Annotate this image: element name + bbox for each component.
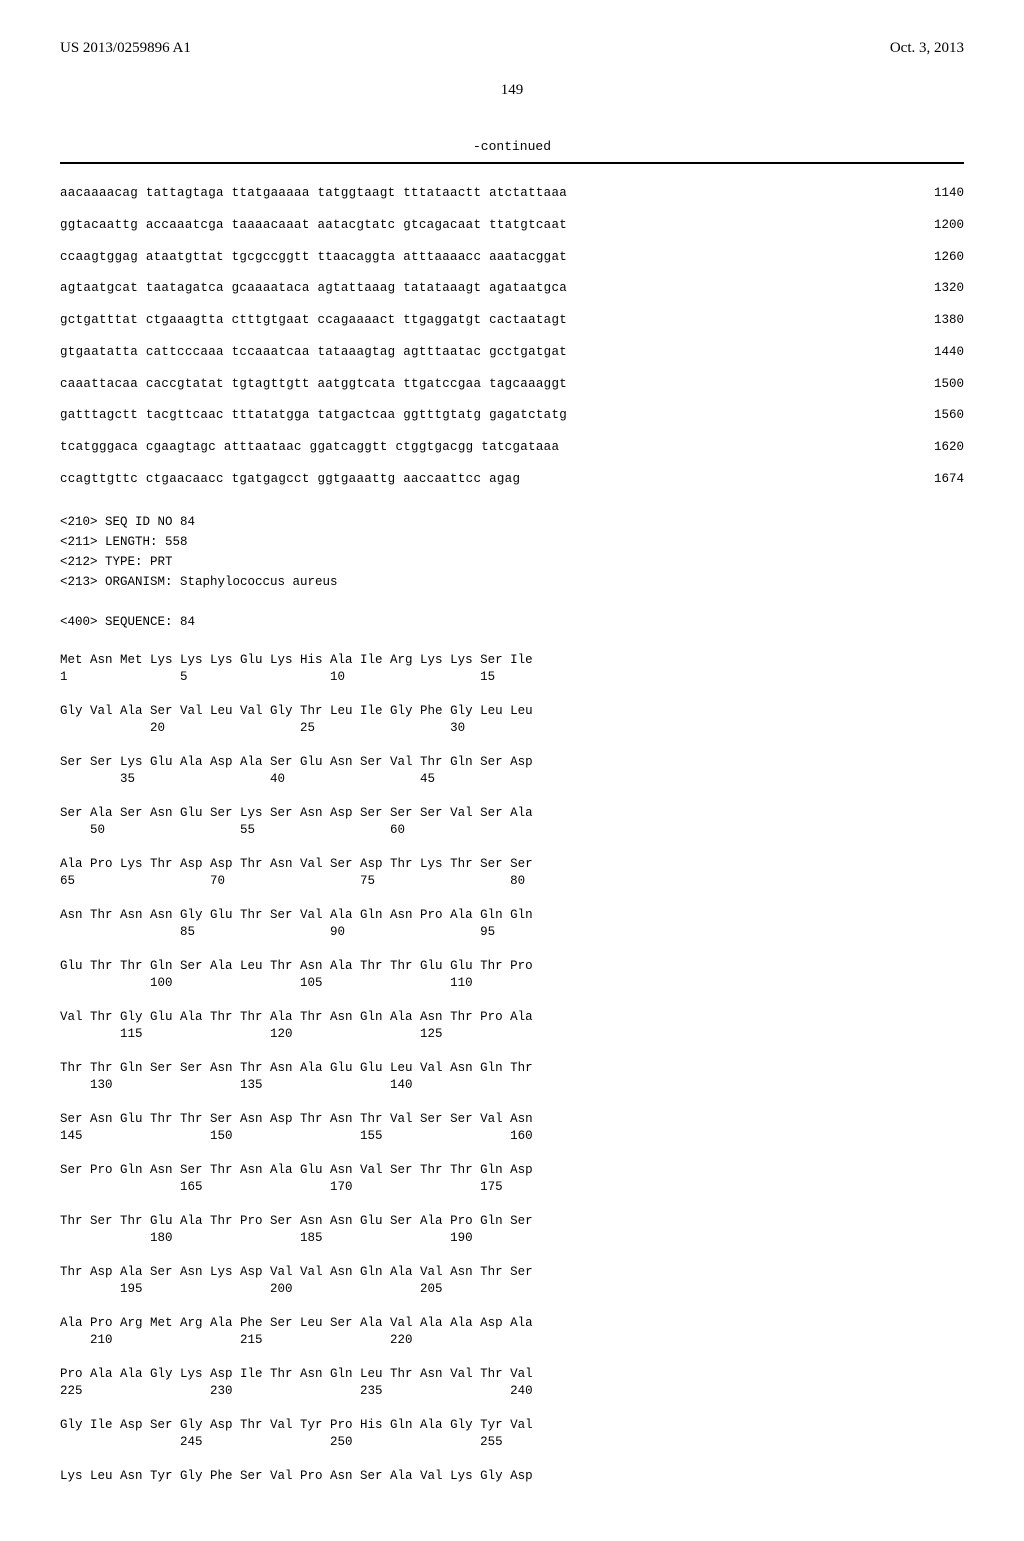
nucleotide-position: 1200	[914, 214, 964, 238]
nucleotide-row: aacaaaacag tattagtaga ttatgaaaaa tatggta…	[60, 182, 964, 206]
amino-acid-line: Pro Ala Ala Gly Lys Asp Ile Thr Asn Gln …	[60, 1366, 964, 1384]
position-number-line: 165 170 175	[60, 1179, 964, 1197]
nucleotide-sequence-text: gatttagctt tacgttcaac tttatatgga tatgact…	[60, 404, 567, 428]
nucleotide-position: 1260	[914, 246, 964, 270]
nucleotide-position: 1620	[914, 436, 964, 460]
position-number-line: 1 5 10 15	[60, 669, 964, 687]
amino-acid-line: Lys Leu Asn Tyr Gly Phe Ser Val Pro Asn …	[60, 1468, 964, 1486]
position-number-line: 20 25 30	[60, 720, 964, 738]
amino-acid-line: Glu Thr Thr Gln Ser Ala Leu Thr Asn Ala …	[60, 958, 964, 976]
page-number: 149	[60, 82, 964, 99]
nucleotide-position: 1320	[914, 277, 964, 301]
protein-row: Thr Thr Gln Ser Ser Asn Thr Asn Ala Glu …	[60, 1060, 964, 1095]
nucleotide-row: ccaagtggag ataatgttat tgcgccggtt ttaacag…	[60, 246, 964, 270]
protein-row: Asn Thr Asn Asn Gly Glu Thr Ser Val Ala …	[60, 907, 964, 942]
nucleotide-sequence-text: gtgaatatta cattcccaaa tccaaatcaa tataaag…	[60, 341, 567, 365]
amino-acid-line: Met Asn Met Lys Lys Lys Glu Lys His Ala …	[60, 652, 964, 670]
amino-acid-line: Gly Val Ala Ser Val Leu Val Gly Thr Leu …	[60, 703, 964, 721]
protein-row: Ser Pro Gln Asn Ser Thr Asn Ala Glu Asn …	[60, 1162, 964, 1197]
protein-row: Pro Ala Ala Gly Lys Asp Ile Thr Asn Gln …	[60, 1366, 964, 1401]
protein-row: Ala Pro Lys Thr Asp Asp Thr Asn Val Ser …	[60, 856, 964, 891]
amino-acid-line: Ser Ala Ser Asn Glu Ser Lys Ser Asn Asp …	[60, 805, 964, 823]
position-number-line: 100 105 110	[60, 975, 964, 993]
amino-acid-line: Gly Ile Asp Ser Gly Asp Thr Val Tyr Pro …	[60, 1417, 964, 1435]
nucleotide-position: 1674	[914, 468, 964, 492]
nucleotide-sequence-text: ggtacaattg accaaatcga taaaacaaat aatacgt…	[60, 214, 567, 238]
position-number-line: 195 200 205	[60, 1281, 964, 1299]
protein-row: Gly Val Ala Ser Val Leu Val Gly Thr Leu …	[60, 703, 964, 738]
type-line: <212> TYPE: PRT	[60, 552, 964, 572]
protein-row: Ser Asn Glu Thr Thr Ser Asn Asp Thr Asn …	[60, 1111, 964, 1146]
sequence-label-line: <400> SEQUENCE: 84	[60, 612, 964, 632]
nucleotide-position: 1140	[914, 182, 964, 206]
nucleotide-position: 1560	[914, 404, 964, 428]
amino-acid-line: Thr Asp Ala Ser Asn Lys Asp Val Val Asn …	[60, 1264, 964, 1282]
horizontal-rule	[60, 162, 964, 164]
position-number-line: 145 150 155 160	[60, 1128, 964, 1146]
protein-row: Ser Ala Ser Asn Glu Ser Lys Ser Asn Asp …	[60, 805, 964, 840]
seq-id-line: <210> SEQ ID NO 84	[60, 512, 964, 532]
amino-acid-line: Ala Pro Arg Met Arg Ala Phe Ser Leu Ser …	[60, 1315, 964, 1333]
nucleotide-sequence-text: aacaaaacag tattagtaga ttatgaaaaa tatggta…	[60, 182, 567, 206]
nucleotide-sequence-text: caaattacaa caccgtatat tgtagttgtt aatggtc…	[60, 373, 567, 397]
protein-row: Thr Ser Thr Glu Ala Thr Pro Ser Asn Asn …	[60, 1213, 964, 1248]
protein-row: Lys Leu Asn Tyr Gly Phe Ser Val Pro Asn …	[60, 1468, 964, 1486]
nucleotide-row: gctgatttat ctgaaagtta ctttgtgaat ccagaaa…	[60, 309, 964, 333]
protein-row: Thr Asp Ala Ser Asn Lys Asp Val Val Asn …	[60, 1264, 964, 1299]
position-number-line: 225 230 235 240	[60, 1383, 964, 1401]
position-number-line: 35 40 45	[60, 771, 964, 789]
amino-acid-line: Asn Thr Asn Asn Gly Glu Thr Ser Val Ala …	[60, 907, 964, 925]
publication-number: US 2013/0259896 A1	[60, 40, 191, 57]
nucleotide-row: ccagttgttc ctgaacaacc tgatgagcct ggtgaaa…	[60, 468, 964, 492]
amino-acid-line: Ser Ser Lys Glu Ala Asp Ala Ser Glu Asn …	[60, 754, 964, 772]
position-number-line: 85 90 95	[60, 924, 964, 942]
nucleotide-row: tcatgggaca cgaagtagc atttaataac ggatcagg…	[60, 436, 964, 460]
position-number-line: 210 215 220	[60, 1332, 964, 1350]
nucleotide-sequence-text: tcatgggaca cgaagtagc atttaataac ggatcagg…	[60, 436, 559, 460]
amino-acid-line: Val Thr Gly Glu Ala Thr Thr Ala Thr Asn …	[60, 1009, 964, 1027]
continued-label: -continued	[60, 139, 964, 154]
sequence-metadata: <210> SEQ ID NO 84 <211> LENGTH: 558 <21…	[60, 512, 964, 632]
amino-acid-line: Thr Thr Gln Ser Ser Asn Thr Asn Ala Glu …	[60, 1060, 964, 1078]
nucleotide-row: ggtacaattg accaaatcga taaaacaaat aatacgt…	[60, 214, 964, 238]
nucleotide-row: gtgaatatta cattcccaaa tccaaatcaa tataaag…	[60, 341, 964, 365]
amino-acid-line: Thr Ser Thr Glu Ala Thr Pro Ser Asn Asn …	[60, 1213, 964, 1231]
position-number-line: 115 120 125	[60, 1026, 964, 1044]
nucleotide-sequence-text: ccaagtggag ataatgttat tgcgccggtt ttaacag…	[60, 246, 567, 270]
position-number-line: 50 55 60	[60, 822, 964, 840]
nucleotide-position: 1440	[914, 341, 964, 365]
nucleotide-sequence-text: ccagttgttc ctgaacaacc tgatgagcct ggtgaaa…	[60, 468, 520, 492]
protein-row: Met Asn Met Lys Lys Lys Glu Lys His Ala …	[60, 652, 964, 687]
publication-date: Oct. 3, 2013	[890, 40, 964, 57]
position-number-line: 65 70 75 80	[60, 873, 964, 891]
page-header: US 2013/0259896 A1 Oct. 3, 2013	[60, 40, 964, 57]
organism-line: <213> ORGANISM: Staphylococcus aureus	[60, 572, 964, 592]
protein-row: Ser Ser Lys Glu Ala Asp Ala Ser Glu Asn …	[60, 754, 964, 789]
length-line: <211> LENGTH: 558	[60, 532, 964, 552]
nucleotide-sequence-text: agtaatgcat taatagatca gcaaaataca agtatta…	[60, 277, 567, 301]
protein-row: Val Thr Gly Glu Ala Thr Thr Ala Thr Asn …	[60, 1009, 964, 1044]
nucleotide-sequence-block: aacaaaacag tattagtaga ttatgaaaaa tatggta…	[60, 182, 964, 492]
protein-sequence-block: Met Asn Met Lys Lys Lys Glu Lys His Ala …	[60, 652, 964, 1486]
nucleotide-sequence-text: gctgatttat ctgaaagtta ctttgtgaat ccagaaa…	[60, 309, 567, 333]
nucleotide-position: 1380	[914, 309, 964, 333]
position-number-line: 180 185 190	[60, 1230, 964, 1248]
nucleotide-position: 1500	[914, 373, 964, 397]
nucleotide-row: gatttagctt tacgttcaac tttatatgga tatgact…	[60, 404, 964, 428]
nucleotide-row: caaattacaa caccgtatat tgtagttgtt aatggtc…	[60, 373, 964, 397]
position-number-line: 245 250 255	[60, 1434, 964, 1452]
nucleotide-row: agtaatgcat taatagatca gcaaaataca agtatta…	[60, 277, 964, 301]
amino-acid-line: Ala Pro Lys Thr Asp Asp Thr Asn Val Ser …	[60, 856, 964, 874]
amino-acid-line: Ser Pro Gln Asn Ser Thr Asn Ala Glu Asn …	[60, 1162, 964, 1180]
protein-row: Gly Ile Asp Ser Gly Asp Thr Val Tyr Pro …	[60, 1417, 964, 1452]
position-number-line: 130 135 140	[60, 1077, 964, 1095]
protein-row: Glu Thr Thr Gln Ser Ala Leu Thr Asn Ala …	[60, 958, 964, 993]
amino-acid-line: Ser Asn Glu Thr Thr Ser Asn Asp Thr Asn …	[60, 1111, 964, 1129]
